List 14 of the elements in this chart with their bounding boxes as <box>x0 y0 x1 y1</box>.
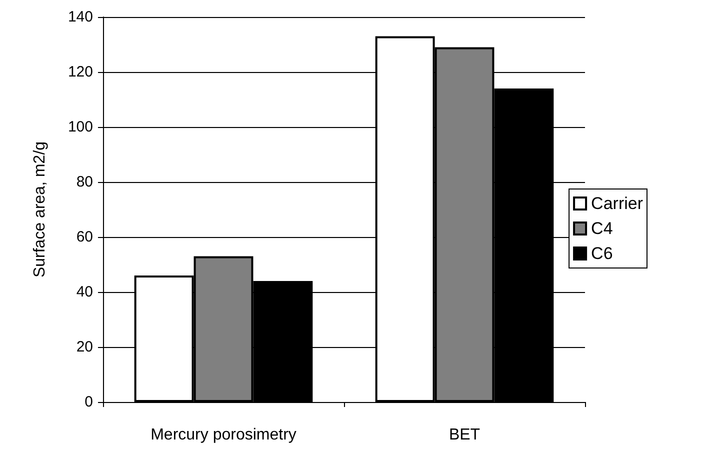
legend-label: C4 <box>591 219 613 238</box>
y-tick-label: 80 <box>76 174 93 190</box>
y-tick-label: 20 <box>76 338 93 356</box>
y-tick-label: 100 <box>68 118 93 136</box>
y-tick-label: 140 <box>68 8 93 26</box>
y-tick-label: 120 <box>68 64 93 80</box>
legend-label: C6 <box>591 244 613 263</box>
y-axis-title: Surface area, m2/g <box>32 141 48 278</box>
x-tick-label: Mercury porosimetry <box>150 426 296 444</box>
legend-label: Carrier <box>591 194 644 213</box>
y-tick-label: 60 <box>76 228 93 246</box>
y-tick-label: 40 <box>76 284 93 300</box>
y-tick-label: 0 <box>84 394 93 410</box>
x-tick-label: BET <box>448 426 480 444</box>
